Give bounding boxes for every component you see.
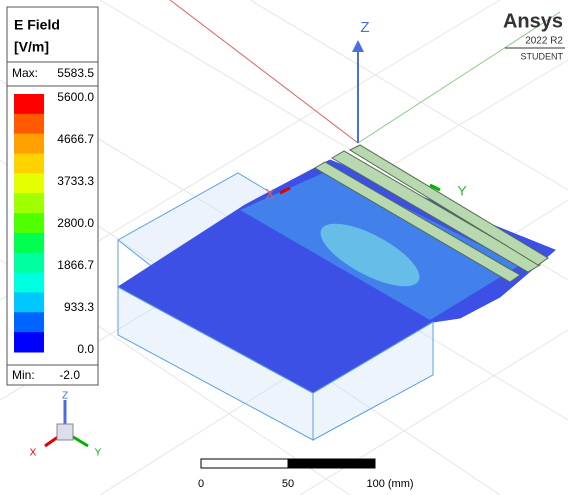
legend-band xyxy=(14,273,44,293)
x-axis-line xyxy=(170,0,358,143)
triad: Z X Y xyxy=(30,391,102,459)
legend-title: E Field xyxy=(14,17,60,33)
z-arrow xyxy=(352,40,364,52)
triad-y: Y xyxy=(95,448,102,459)
legend-band xyxy=(14,154,44,174)
legend-band xyxy=(14,134,44,154)
legend-tick-label: 3733.3 xyxy=(57,174,94,188)
scale-bar-white xyxy=(201,459,288,468)
scale-label: 50 xyxy=(282,478,294,490)
viewport: Z X Y Ansys 2022 R2 STUDENT E Field [V/m… xyxy=(0,0,568,495)
scene: Z X Y Ansys 2022 R2 STUDENT E Field [V/m… xyxy=(0,0,568,495)
brand-edition: STUDENT xyxy=(521,51,564,61)
scale-bar-black xyxy=(288,459,375,468)
legend-band xyxy=(14,292,44,312)
legend-tick-label: 933.3 xyxy=(64,300,94,314)
legend-band xyxy=(14,94,44,114)
legend-tick-label: 2800.0 xyxy=(57,216,94,230)
axis-label-x: X xyxy=(265,186,275,202)
legend-band xyxy=(14,312,44,332)
legend-min-value: -2.0 xyxy=(59,368,80,382)
legend-tick-label: 5600.0 xyxy=(57,90,94,104)
legend-band xyxy=(14,114,44,134)
legend-tick-label: 1866.7 xyxy=(57,258,94,272)
scale-label: 0 xyxy=(198,478,204,490)
triad-x: X xyxy=(30,448,37,459)
brand-version: 2022 R2 xyxy=(525,36,563,47)
legend-band xyxy=(14,213,44,233)
legend-band xyxy=(14,173,44,193)
legend-band xyxy=(14,253,44,273)
axis-label-y: Y xyxy=(457,183,467,199)
legend-tick-label: 4666.7 xyxy=(57,132,94,146)
axis-label-z: Z xyxy=(360,19,369,36)
triad-z: Z xyxy=(62,391,68,402)
legend-tick-label: 0.0 xyxy=(77,342,94,356)
brand-name: Ansys xyxy=(503,10,563,32)
legend-band xyxy=(14,193,44,213)
legend-min-label: Min: xyxy=(12,368,35,382)
legend-max-value: 5583.5 xyxy=(57,66,94,80)
legend-band xyxy=(14,332,44,352)
legend-unit: [V/m] xyxy=(14,39,49,55)
scale-label: 100 (mm) xyxy=(366,478,413,490)
legend-max-label: Max: xyxy=(12,66,38,80)
legend-band xyxy=(14,233,44,253)
